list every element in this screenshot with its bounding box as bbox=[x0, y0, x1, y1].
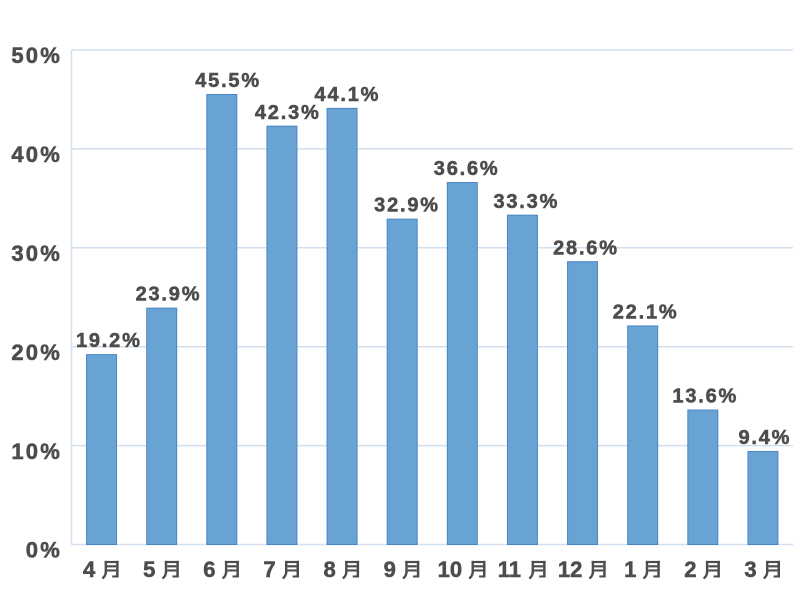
svg-text:3: 3 bbox=[744, 557, 756, 582]
svg-text:19.2%: 19.2% bbox=[76, 330, 142, 352]
svg-text:1: 1 bbox=[624, 557, 636, 582]
svg-text:45.5%: 45.5% bbox=[195, 70, 261, 92]
svg-text:10: 10 bbox=[438, 557, 462, 582]
svg-text:10%: 10% bbox=[11, 439, 62, 464]
svg-text:40%: 40% bbox=[11, 142, 62, 167]
svg-text:6: 6 bbox=[203, 557, 215, 582]
svg-text:42.3%: 42.3% bbox=[255, 102, 321, 124]
svg-text:36.6%: 36.6% bbox=[434, 158, 500, 180]
svg-text:44.1%: 44.1% bbox=[315, 84, 381, 106]
svg-text:32.9%: 32.9% bbox=[374, 195, 440, 217]
svg-text:9.4%: 9.4% bbox=[738, 427, 791, 449]
svg-text:4: 4 bbox=[83, 557, 96, 582]
svg-text:28.6%: 28.6% bbox=[553, 237, 619, 259]
svg-text:9: 9 bbox=[384, 557, 396, 582]
svg-text:50%: 50% bbox=[11, 43, 62, 68]
svg-text:23.9%: 23.9% bbox=[136, 284, 202, 306]
svg-text:8: 8 bbox=[324, 557, 336, 582]
svg-text:20%: 20% bbox=[11, 340, 62, 365]
svg-text:2: 2 bbox=[684, 557, 696, 582]
svg-text:0%: 0% bbox=[26, 538, 62, 563]
svg-text:33.3%: 33.3% bbox=[493, 191, 559, 213]
svg-text:5: 5 bbox=[143, 557, 155, 582]
svg-text:22.1%: 22.1% bbox=[613, 302, 679, 324]
svg-text:12: 12 bbox=[558, 557, 582, 582]
svg-text:13.6%: 13.6% bbox=[672, 386, 738, 408]
svg-text:30%: 30% bbox=[11, 241, 62, 266]
svg-text:11: 11 bbox=[498, 557, 521, 582]
svg-text:7: 7 bbox=[263, 557, 275, 582]
